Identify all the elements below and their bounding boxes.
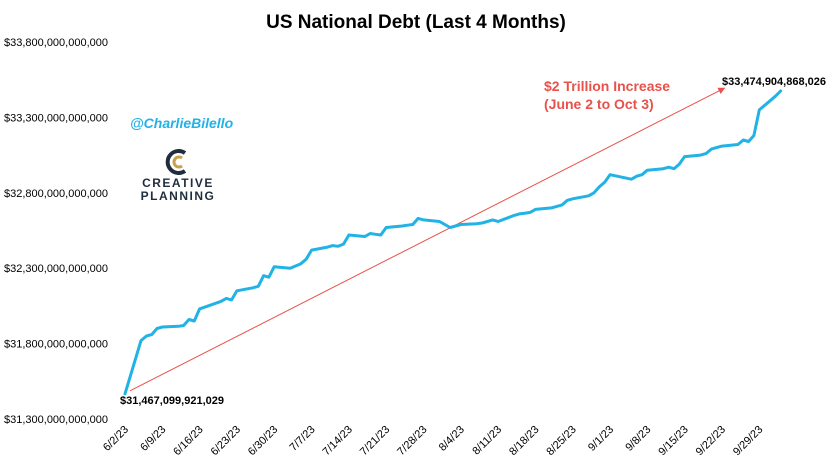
chart-title: US National Debt (Last 4 Months) [266,12,566,33]
x-tick-label: 6/16/23 [171,424,205,458]
x-tick-label: 6/2/23 [101,424,131,454]
x-tick-label: 9/29/23 [731,424,765,458]
x-tick-label: 9/8/23 [623,424,653,454]
increase-arrow [129,87,726,392]
increase-annotation-line1: $2 Trillion Increase [544,78,670,94]
x-tick-label: 6/30/23 [246,424,280,458]
x-tick-label: 9/22/23 [694,424,728,458]
x-tick-label: 8/18/23 [507,424,541,458]
x-tick-label: 7/28/23 [395,424,429,458]
y-axis: $31,300,000,000,000 $31,800,000,000,000 $3… [4,37,108,426]
x-tick-label: 7/21/23 [358,424,392,458]
x-axis: 6/2/23 6/9/23 6/16/23 6/23/23 6/30/23 7/7/23 7… [101,424,765,458]
y-tick-label: $32,300,000,000,000 [4,263,108,275]
x-tick-label: 9/1/23 [586,424,616,454]
start-value-label: $31,467,099,921,029 [120,395,224,407]
x-tick-label: 7/14/23 [321,424,355,458]
y-tick-label: $31,800,000,000,000 [4,339,108,351]
y-tick-label: $33,300,000,000,000 [4,112,108,124]
creative-planning-logo-icon [165,149,187,175]
x-tick-label: 6/23/23 [209,424,243,458]
author-handle: @CharlieBilello [130,115,234,131]
y-tick-label: $31,300,000,000,000 [4,414,108,426]
increase-annotation-line2: (June 2 to Oct 3) [544,96,654,112]
x-tick-label: 7/7/23 [288,424,318,454]
x-tick-label: 8/25/23 [544,424,578,458]
logo-text-creative: CREATIVE [142,176,214,190]
y-tick-label: $33,800,000,000,000 [4,37,108,49]
x-tick-label: 6/9/23 [138,424,168,454]
end-value-label: $33,474,904,868,026 [722,76,826,88]
series-line [123,89,783,396]
x-tick-label: 9/15/23 [656,424,690,458]
x-tick-label: 8/11/23 [470,424,504,458]
x-tick-label: 8/4/23 [437,424,467,454]
logo-text-planning: PLANNING [141,189,216,203]
y-tick-label: $32,800,000,000,000 [4,188,108,200]
